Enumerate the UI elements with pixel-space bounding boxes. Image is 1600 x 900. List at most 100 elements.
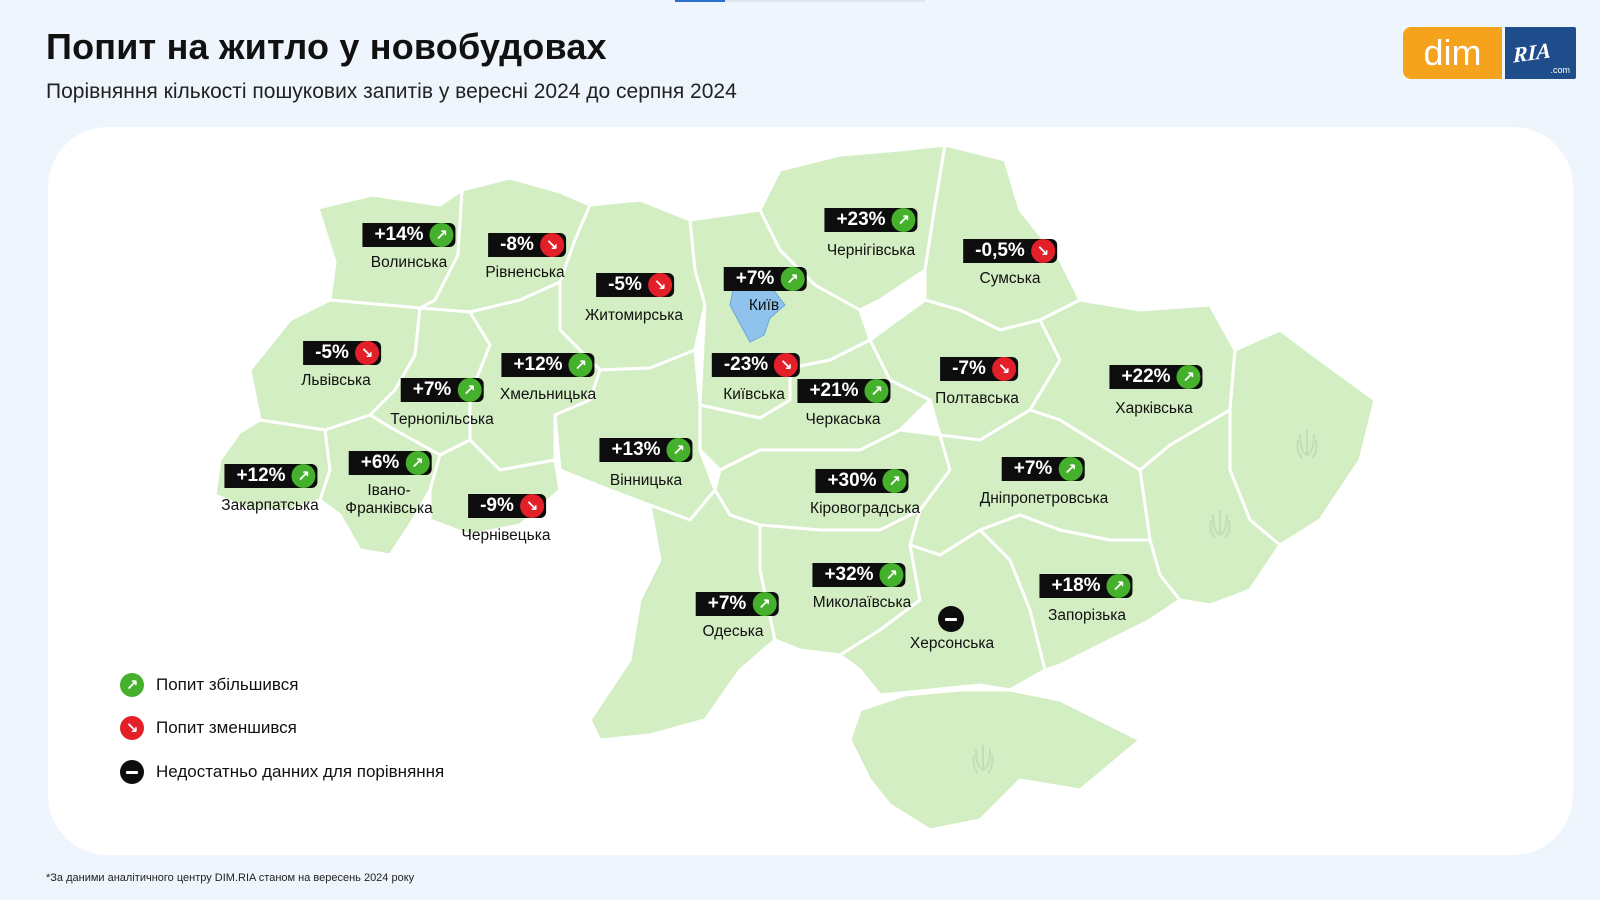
value-tag: +7% ↗ xyxy=(400,378,484,402)
region-name: Харківська xyxy=(1115,400,1193,417)
trident-icon xyxy=(1296,430,1318,459)
legend-item-up: ↗ Попит збільшився xyxy=(120,673,298,697)
value-tag: +12% ↗ xyxy=(224,464,318,488)
value-tag: +14% ↗ xyxy=(362,223,456,247)
region-name: Рівненська xyxy=(485,264,565,281)
arrow-up-icon: ↗ xyxy=(291,464,316,488)
region-name: Сумська xyxy=(979,270,1041,287)
value-text: +7% xyxy=(707,593,747,614)
region-name: Київ xyxy=(748,297,780,314)
value-text: +32% xyxy=(824,564,874,585)
region-sumska xyxy=(923,143,1082,332)
region-name: Дніпропетровська xyxy=(979,490,1109,507)
region-name: Тернопільська xyxy=(390,411,494,428)
value-text: +13% xyxy=(611,439,661,460)
value-text: +21% xyxy=(809,380,859,401)
value-tag: +18% ↗ xyxy=(1039,574,1133,598)
region-name: Вінницька xyxy=(609,472,683,489)
dim-ria-logo: dim RIA .com xyxy=(1403,27,1576,79)
arrow-up-icon: ↗ xyxy=(891,208,916,232)
arrow-down-icon: ↘ xyxy=(1030,239,1055,263)
region-odeska xyxy=(588,488,777,742)
region-name: Львівська xyxy=(301,372,371,389)
value-text: -23% xyxy=(723,354,769,375)
arrow-up-icon: ↗ xyxy=(780,267,805,291)
value-tag: -5% ↘ xyxy=(596,273,674,297)
arrow-down-icon: ↘ xyxy=(519,494,544,518)
arrow-down-icon: ↘ xyxy=(774,353,799,377)
value-text: +7% xyxy=(1013,458,1053,479)
arrow-down-icon: ↘ xyxy=(991,357,1016,381)
value-text: -7% xyxy=(952,358,986,379)
no-data-icon xyxy=(120,760,144,784)
value-tag: -9% ↘ xyxy=(468,494,546,518)
arrow-up-icon: ↗ xyxy=(405,451,430,475)
region-name: Чернігівська xyxy=(826,242,916,259)
region-name: Миколаївська xyxy=(812,594,912,611)
arrow-up-icon: ↗ xyxy=(879,563,904,587)
value-text: -5% xyxy=(315,342,349,363)
top-decor-line xyxy=(675,0,925,2)
arrow-up-icon: ↗ xyxy=(1106,574,1131,598)
value-tag: +13% ↗ xyxy=(599,438,693,462)
legend-label: Попит зменшився xyxy=(156,718,297,737)
value-text: -8% xyxy=(500,234,534,255)
value-tag: +6% ↗ xyxy=(348,451,432,475)
logo-ria: RIA .com xyxy=(1505,27,1576,79)
value-text: -5% xyxy=(608,274,642,295)
arrow-down-icon: ↘ xyxy=(647,273,672,297)
value-text: +23% xyxy=(836,209,886,230)
region-name: Київська xyxy=(723,386,785,403)
legend-item-down: ↘ Попит зменшився xyxy=(120,716,297,740)
logo-dim: dim xyxy=(1403,27,1502,79)
legend-label: Попит збільшився xyxy=(156,675,299,694)
value-tag: +7% ↗ xyxy=(723,267,807,291)
value-text: -9% xyxy=(480,495,514,516)
value-text: +30% xyxy=(827,470,877,491)
value-text: +7% xyxy=(735,268,775,289)
page-title: Попит на житло у новобудовах xyxy=(46,26,607,67)
page-subtitle: Порівняння кількості пошукових запитів у… xyxy=(46,80,737,103)
arrow-up-icon: ↗ xyxy=(1058,457,1083,481)
value-text: +22% xyxy=(1121,366,1171,387)
arrow-up-icon: ↗ xyxy=(429,223,454,247)
value-text: +18% xyxy=(1051,575,1101,596)
region-name: Житомирська xyxy=(584,307,684,324)
logo-ria-com: .com xyxy=(1550,65,1570,75)
value-text: -0,5% xyxy=(975,240,1025,261)
value-tag: +12% ↗ xyxy=(501,353,595,377)
value-tag: -8% ↘ xyxy=(488,233,566,257)
legend-label: Недостатньо данних для порівняння xyxy=(156,762,445,781)
arrow-down-icon: ↘ xyxy=(539,233,564,257)
arrow-down-icon: ↘ xyxy=(354,341,379,365)
region-name: Полтавська xyxy=(935,390,1019,407)
value-tag: +7% ↗ xyxy=(1001,457,1085,481)
arrow-up-icon: ↗ xyxy=(666,438,691,462)
arrow-up-icon: ↗ xyxy=(457,378,482,402)
region-name: Херсонська xyxy=(909,635,995,652)
region-name: Волинська xyxy=(370,254,448,271)
value-tag: +30% ↗ xyxy=(815,469,909,493)
arrow-up-icon: ↗ xyxy=(752,592,777,616)
region-name: Івано- Франківська xyxy=(345,482,433,517)
trident-icon xyxy=(1209,510,1231,539)
value-text: +14% xyxy=(374,224,424,245)
no-data-icon xyxy=(938,606,964,632)
value-tag: +32% ↗ xyxy=(812,563,906,587)
region-name: Хмельницька xyxy=(499,386,597,403)
legend-item-none: Недостатньо данних для порівняння xyxy=(120,760,444,784)
region-luhanska xyxy=(1228,328,1377,547)
footnote: *За даними аналітичного центру DIM.RIA с… xyxy=(46,872,415,884)
value-tag: -0,5% ↘ xyxy=(963,239,1057,263)
region-name: Чернівецька xyxy=(461,527,551,544)
value-text: +6% xyxy=(360,452,400,473)
region-name: Закарпатська xyxy=(221,497,319,514)
value-tag: -7% ↘ xyxy=(940,357,1018,381)
region-name: Кіровоградська xyxy=(810,500,920,517)
region-crimea xyxy=(848,688,1142,832)
arrow-up-icon: ↗ xyxy=(568,353,593,377)
arrow-up-icon: ↗ xyxy=(864,379,889,403)
arrow-down-icon: ↘ xyxy=(120,716,144,740)
value-tag: +21% ↗ xyxy=(797,379,891,403)
value-text: +7% xyxy=(412,379,452,400)
